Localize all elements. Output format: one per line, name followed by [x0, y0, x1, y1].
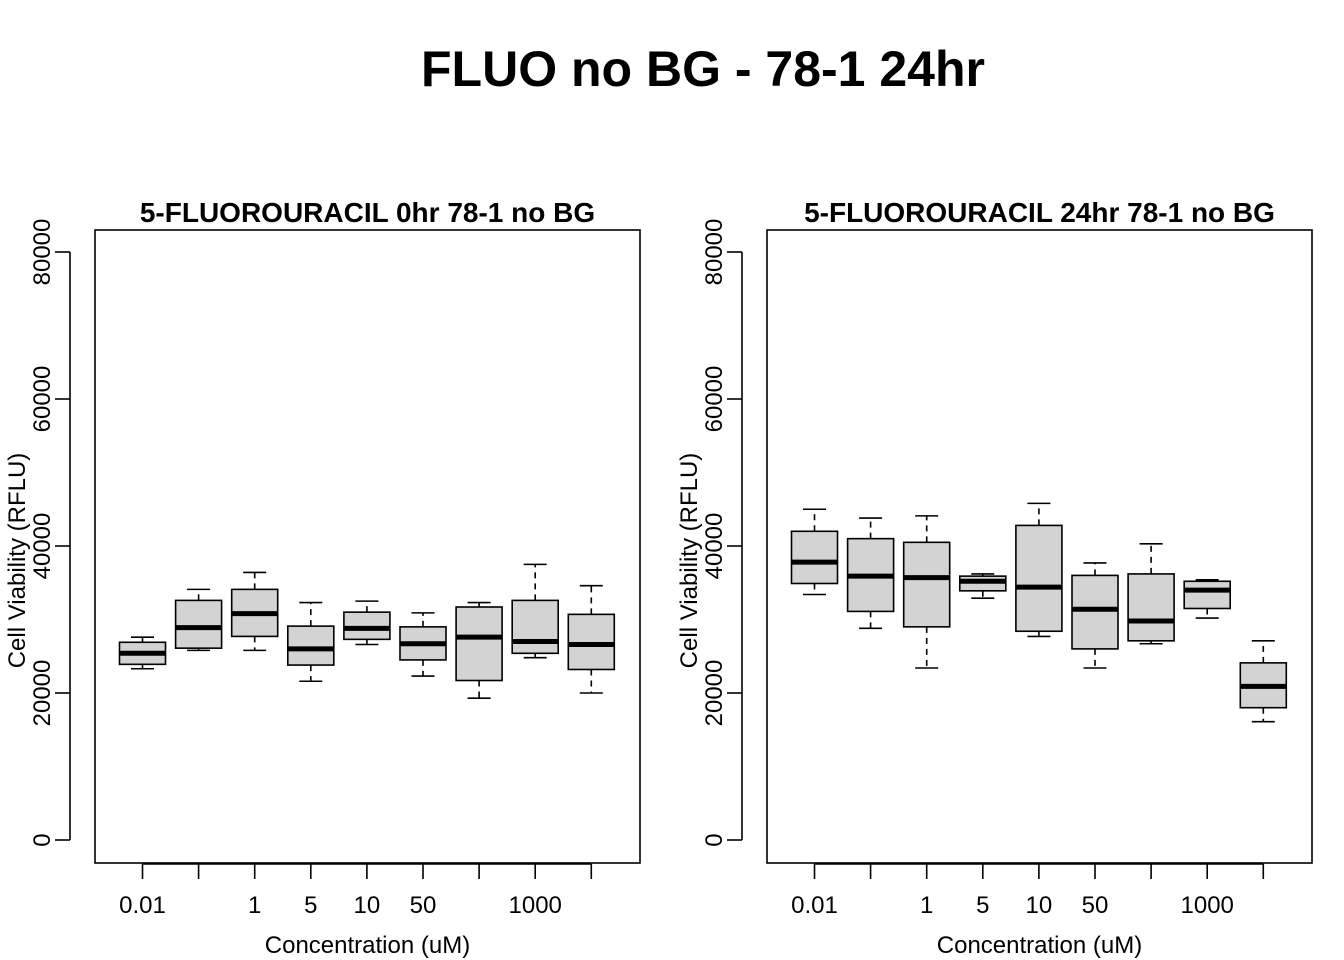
y-axis-label: Cell Viability (RFLU) [676, 453, 703, 669]
y-tick-label: 40000 [29, 513, 56, 580]
panel-title: 5-FLUOROURACIL 0hr 78-1 no BG [140, 197, 595, 228]
iqr-box [174, 599, 223, 649]
box-8 [567, 584, 616, 694]
y-tick-label: 20000 [701, 660, 728, 727]
box-0 [118, 636, 167, 670]
iqr-box [790, 530, 839, 585]
chart-panel-0hr: 5-FLUOROURACIL 0hr 78-1 no BG 0 20000 40000… [4, 197, 641, 959]
iqr-box [455, 606, 503, 682]
y-tick-label: 60000 [29, 366, 56, 433]
y-tick-label: 40000 [701, 513, 728, 580]
box-4 [343, 600, 391, 646]
iqr-box [902, 541, 951, 628]
box-2 [902, 515, 951, 669]
iqr-box [567, 613, 616, 671]
iqr-box [1127, 573, 1175, 642]
iqr-box [1015, 524, 1063, 633]
box-7 [511, 563, 560, 659]
y-tick-label: 80000 [701, 219, 728, 286]
box-3 [958, 573, 1007, 599]
box-7 [1183, 579, 1231, 619]
x-tick-label: 0.01 [119, 892, 166, 919]
y-tick-label: 60000 [701, 366, 728, 433]
plot-frame [94, 229, 641, 864]
box-1 [846, 517, 895, 630]
y-axis: 0 20000 40000 60000 80000 Cell Viability (RFL… [676, 219, 743, 847]
box-1 [174, 588, 223, 652]
box-5 [399, 612, 447, 677]
box-8 [1239, 640, 1288, 723]
x-tick-label: 1 [920, 892, 933, 919]
x-tick-label: 1000 [509, 892, 562, 919]
iqr-box [286, 625, 335, 666]
box-5 [1071, 562, 1119, 669]
x-tick-label: 0.01 [791, 892, 838, 919]
iqr-box [1071, 574, 1119, 650]
box-0 [790, 508, 839, 596]
box-6 [1127, 542, 1175, 645]
y-axis-label: Cell Viability (RFLU) [4, 453, 31, 669]
box-4 [1015, 502, 1063, 638]
x-axis-label: Concentration (uM) [265, 932, 470, 959]
iqr-box [1183, 580, 1231, 610]
y-tick-label: 0 [701, 833, 728, 846]
iqr-box [343, 611, 391, 641]
panel-title: 5-FLUOROURACIL 24hr 78-1 no BG [804, 197, 1275, 228]
chart-panel-24hr: 5-FLUOROURACIL 24hr 78-1 no BG 0 20000 4000… [676, 197, 1313, 959]
x-tick-label: 50 [410, 892, 437, 919]
x-tick-label: 10 [1026, 892, 1053, 919]
y-tick-label: 20000 [29, 660, 56, 727]
plot-frame [766, 229, 1313, 864]
y-axis: 0 20000 40000 60000 80000 Cell Viability (RFL… [4, 219, 71, 847]
x-axis-label: Concentration (uM) [937, 932, 1142, 959]
iqr-box [511, 599, 560, 655]
x-tick-label: 5 [976, 892, 989, 919]
x-tick-label: 50 [1082, 892, 1109, 919]
y-tick-label: 0 [29, 833, 56, 846]
box-3 [286, 601, 335, 683]
x-tick-label: 5 [304, 892, 317, 919]
x-tick-label: 10 [354, 892, 381, 919]
y-tick-label: 80000 [29, 219, 56, 286]
x-axis: 0.01 1 5 10 50 1000 Concentration (uM) [119, 863, 593, 959]
x-tick-label: 1 [248, 892, 261, 919]
x-tick-label: 1000 [1181, 892, 1234, 919]
box-6 [455, 601, 503, 699]
x-axis: 0.01 1 5 10 50 1000 Concentration (uM) [791, 863, 1265, 959]
figure-title: FLUO no BG - 78-1 24hr [421, 41, 985, 97]
box-2 [230, 571, 279, 652]
